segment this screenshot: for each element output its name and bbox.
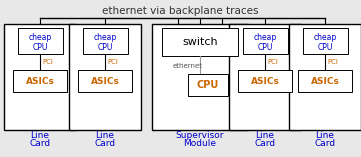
Text: Card: Card	[255, 140, 275, 149]
Bar	[78, 70, 132, 92]
Bar	[162, 28, 238, 56]
Text: PCI: PCI	[327, 59, 339, 65]
Text: Card: Card	[314, 140, 336, 149]
Bar	[298, 70, 352, 92]
Bar	[4, 24, 76, 130]
Text: Supervisor: Supervisor	[176, 130, 224, 140]
Text: cheap: cheap	[93, 32, 117, 41]
Text: Line: Line	[256, 130, 274, 140]
Text: Line: Line	[30, 130, 49, 140]
Text: PCI: PCI	[268, 59, 278, 65]
Text: CPU: CPU	[32, 43, 48, 51]
Text: cheap: cheap	[253, 32, 277, 41]
Text: ethernet: ethernet	[173, 63, 203, 69]
Text: Line: Line	[316, 130, 335, 140]
Bar	[83, 28, 127, 54]
Text: switch: switch	[182, 37, 218, 47]
Text: ethernet via backplane traces: ethernet via backplane traces	[102, 6, 259, 16]
Text: PCI: PCI	[43, 59, 53, 65]
Text: CPU: CPU	[197, 80, 219, 90]
Text: CPU: CPU	[317, 43, 333, 51]
Text: cheap: cheap	[29, 32, 52, 41]
Text: Module: Module	[183, 140, 217, 149]
Text: CPU: CPU	[257, 43, 273, 51]
Bar	[243, 28, 287, 54]
Bar	[69, 24, 141, 130]
Bar	[229, 24, 301, 130]
Text: ASICs: ASICs	[251, 76, 279, 86]
Text: cheap: cheap	[313, 32, 336, 41]
Text: CPU: CPU	[97, 43, 113, 51]
Text: ASICs: ASICs	[310, 76, 339, 86]
Text: ASICs: ASICs	[26, 76, 55, 86]
Bar	[13, 70, 67, 92]
Bar	[238, 70, 292, 92]
Bar	[17, 28, 62, 54]
Text: ASICs: ASICs	[91, 76, 119, 86]
Bar	[289, 24, 361, 130]
Text: Card: Card	[95, 140, 116, 149]
Text: PCI: PCI	[108, 59, 118, 65]
Bar	[152, 24, 248, 130]
Text: Card: Card	[30, 140, 51, 149]
Bar	[303, 28, 348, 54]
Text: Line: Line	[96, 130, 114, 140]
Bar	[188, 74, 229, 96]
